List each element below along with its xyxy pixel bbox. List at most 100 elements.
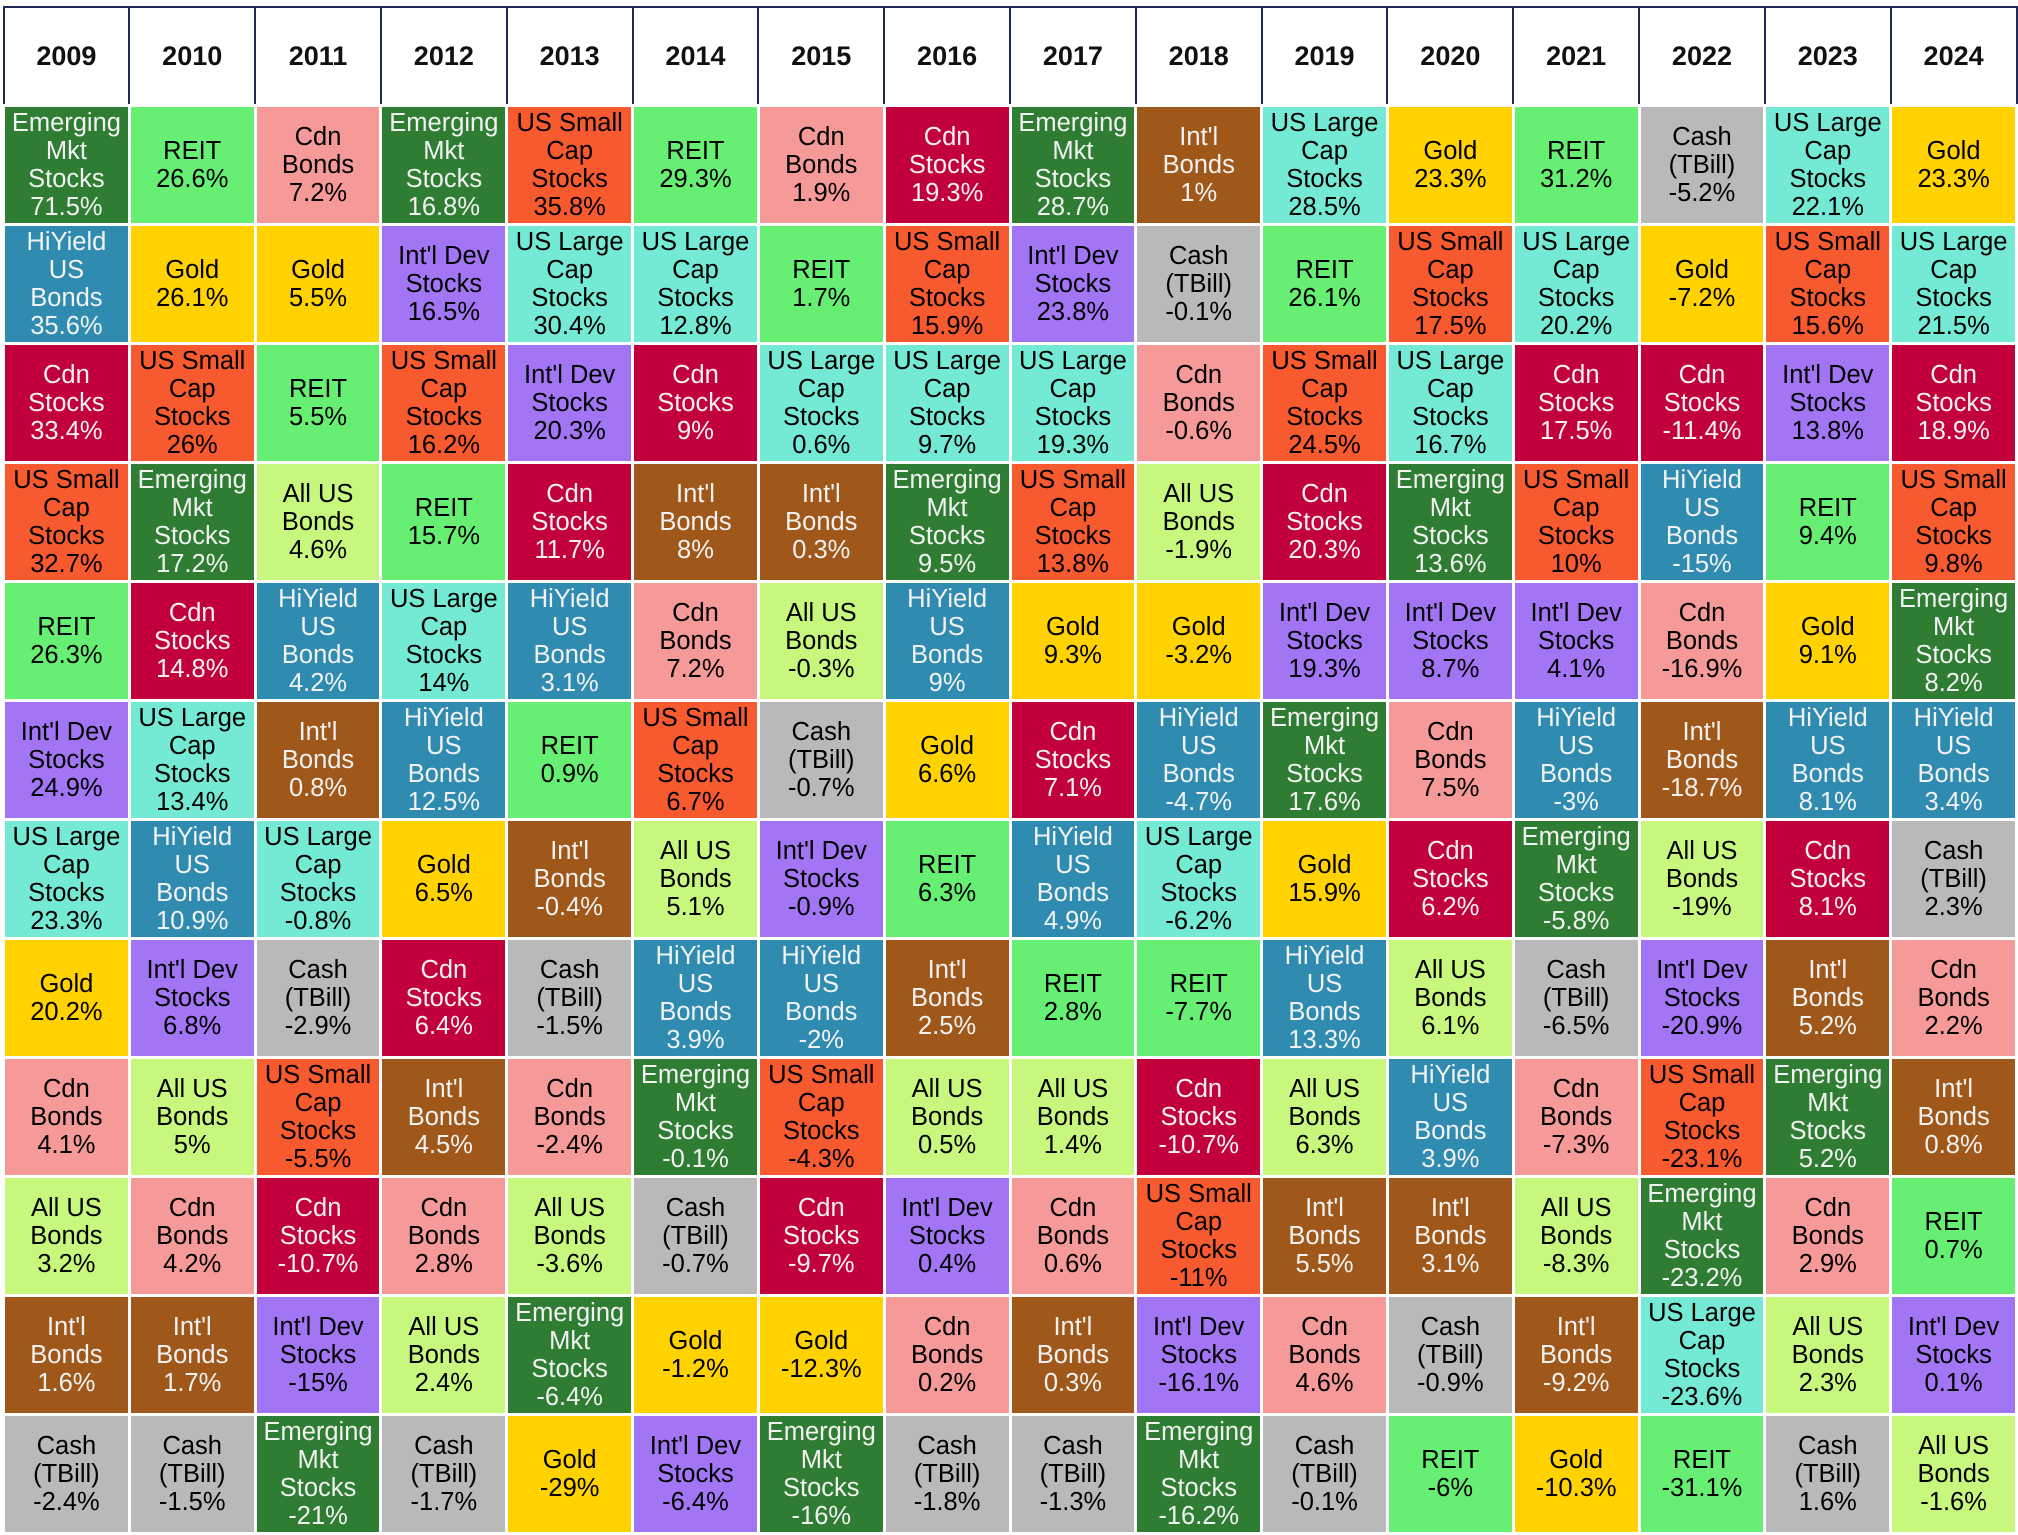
year-header-2015: 2015	[757, 6, 886, 107]
return-label: 14.8%	[156, 655, 229, 683]
asset-label: REIT	[666, 137, 725, 165]
asset-label: Cdn Stocks	[783, 1194, 860, 1250]
return-label: -1.8%	[913, 1488, 981, 1516]
asset-label: REIT	[1043, 970, 1102, 998]
cell-cdn-bonds: Cdn Bonds 4.1%	[2, 1056, 131, 1178]
asset-label: US Small Cap Stocks	[13, 466, 120, 550]
asset-label: HiYield US Bonds	[529, 585, 610, 669]
asset-label: Gold	[920, 732, 975, 760]
asset-label: Int'l Dev Stocks	[901, 1194, 993, 1250]
return-label: -0.4%	[536, 893, 603, 921]
cell-int-l-dev-stocks: Int'l Dev Stocks 16.5%	[379, 223, 509, 345]
return-label: 20.3%	[533, 417, 606, 445]
year-header-2020: 2020	[1386, 6, 1515, 107]
asset-label: Emerging Mkt Stocks	[1018, 109, 1128, 193]
return-label: 4.9%	[1043, 907, 1102, 935]
return-label: -0.6%	[1165, 417, 1233, 445]
year-header-2018: 2018	[1134, 6, 1263, 107]
asset-label: Int'l Dev Stocks	[775, 837, 867, 893]
return-label: -4.7%	[1165, 788, 1233, 816]
rank-row-1: Emerging Mkt Stocks 71.5% REIT 26.6% Cdn Bon…	[2, 104, 2018, 226]
return-label: 33.4%	[30, 417, 103, 445]
asset-label: Int'l Bonds	[156, 1313, 229, 1369]
asset-label: US Large Cap Stocks	[1773, 109, 1882, 193]
asset-label: US Small Cap Stocks	[1648, 1061, 1756, 1145]
return-label: 13.6%	[1414, 550, 1487, 578]
asset-label: Cdn Stocks	[1160, 1075, 1237, 1131]
cell-cdn-stocks: Cdn Stocks 8.1%	[1763, 818, 1893, 940]
cell-all-us-bonds: All US Bonds 4.6%	[253, 461, 383, 583]
cell-hiyield-us-bonds: HiYield US Bonds 3.4%	[1889, 699, 2018, 821]
asset-label: Emerging Mkt Stocks	[263, 1418, 373, 1502]
return-label: 1%	[1180, 179, 1218, 207]
asset-label: REIT	[414, 494, 473, 522]
cell-hiyield-us-bonds: HiYield US Bonds -2%	[756, 937, 886, 1059]
cell-us-large-cap-stocks: US Large Cap Stocks -0.8%	[253, 818, 383, 940]
return-label: 19.3%	[1036, 431, 1110, 459]
asset-label: Int'l Dev Stocks	[1027, 242, 1119, 298]
return-label: -0.1%	[1291, 1488, 1358, 1516]
cell-int-l-bonds: Int'l Bonds 8%	[631, 461, 760, 583]
asset-label: US Large Cap Stocks	[12, 823, 121, 907]
asset-label: US Large Cap Stocks	[1270, 109, 1379, 193]
cell-int-l-bonds: Int'l Bonds 1.7%	[127, 1294, 257, 1416]
cell-int-l-dev-stocks: Int'l Dev Stocks -15%	[253, 1294, 383, 1416]
cell-cash-tbill: Cash (TBill) -0.9%	[1385, 1294, 1515, 1416]
asset-label: REIT	[288, 375, 348, 403]
return-label: 0.6%	[792, 431, 851, 459]
cell-cdn-stocks: Cdn Stocks 9%	[631, 342, 760, 464]
cell-emerging-mkt-stocks: Emerging Mkt Stocks -16%	[756, 1413, 886, 1535]
return-label: 9.3%	[1043, 641, 1102, 669]
cell-cdn-stocks: Cdn Stocks 7.1%	[1008, 699, 1138, 821]
asset-label: US Small Cap Stocks	[1523, 466, 1630, 550]
return-label: 12.5%	[407, 788, 480, 816]
return-label: 6.4%	[414, 1012, 473, 1040]
asset-label: HiYield US Bonds	[1662, 466, 1742, 550]
asset-label: Int'l Bonds	[785, 480, 858, 536]
asset-label: Int'l Bonds	[1917, 1075, 1990, 1131]
cell-hiyield-us-bonds: HiYield US Bonds 4.9%	[1008, 818, 1138, 940]
cell-reit: REIT 2.8%	[1008, 937, 1138, 1059]
return-label: 20.2%	[1540, 312, 1613, 340]
return-label: -2.4%	[536, 1131, 603, 1159]
asset-label: HiYield US Bonds	[1410, 1061, 1491, 1145]
cell-cdn-bonds: Cdn Bonds -2.4%	[505, 1056, 635, 1178]
asset-label: All US Bonds	[281, 480, 355, 536]
return-label: 1.9%	[792, 179, 851, 207]
cell-reit: REIT 5.5%	[253, 342, 383, 464]
return-label: 0.1%	[1924, 1369, 1983, 1397]
cell-gold: Gold 15.9%	[1260, 818, 1389, 940]
asset-label: Cdn Bonds	[785, 123, 858, 179]
asset-label: US Small Cap Stocks	[1145, 1180, 1252, 1264]
return-label: -12.3%	[780, 1355, 862, 1383]
asset-label: Cdn Bonds	[1036, 1194, 1110, 1250]
cell-int-l-bonds: Int'l Bonds 0.3%	[756, 461, 886, 583]
return-label: 7.2%	[666, 655, 725, 683]
return-label: 6.3%	[918, 879, 977, 907]
return-label: 0.5%	[918, 1131, 977, 1159]
cell-all-us-bonds: All US Bonds 3.2%	[2, 1175, 131, 1297]
cell-int-l-dev-stocks: Int'l Dev Stocks 23.8%	[1008, 223, 1138, 345]
cell-all-us-bonds: All US Bonds -19%	[1637, 818, 1767, 940]
cell-all-us-bonds: All US Bonds 2.3%	[1763, 1294, 1893, 1416]
asset-label: HiYield US Bonds	[655, 942, 736, 1026]
return-label: -11.4%	[1662, 417, 1742, 445]
cell-reit: REIT -6%	[1385, 1413, 1515, 1535]
return-label: 35.8%	[533, 193, 606, 221]
cell-reit: REIT 15.7%	[379, 461, 509, 583]
cell-int-l-dev-stocks: Int'l Dev Stocks 20.3%	[505, 342, 635, 464]
return-label: -10.3%	[1535, 1474, 1617, 1502]
asset-label: Cash (TBill)	[662, 1194, 729, 1250]
asset-label: US Large Cap Stocks	[389, 585, 498, 669]
cell-reit: REIT -7.7%	[1134, 937, 1264, 1059]
asset-label: US Small Cap Stocks	[1019, 466, 1127, 550]
return-label: 6.8%	[163, 1012, 222, 1040]
asset-label: Cdn Stocks	[153, 599, 231, 655]
return-label: 30.4%	[533, 312, 606, 340]
asset-label: Int'l Bonds	[1036, 1313, 1110, 1369]
cell-all-us-bonds: All US Bonds 1.4%	[1008, 1056, 1138, 1178]
cell-int-l-bonds: Int'l Bonds 4.5%	[379, 1056, 509, 1178]
asset-label: Emerging Mkt Stocks	[1521, 823, 1631, 907]
asset-label: US Small Cap Stocks	[139, 347, 246, 431]
cell-reit: REIT 26.1%	[1260, 223, 1389, 345]
